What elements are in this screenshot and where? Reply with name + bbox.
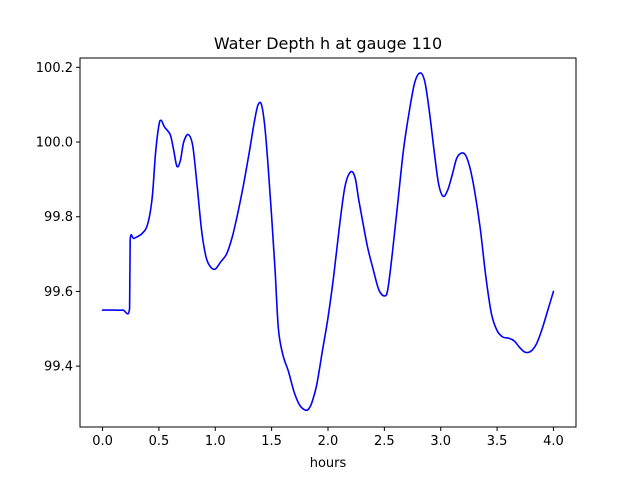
x-tick-label: 0.5	[149, 434, 170, 449]
y-tick-label: 99.8	[44, 210, 73, 225]
x-tick-label: 1.0	[205, 434, 226, 449]
x-tick-label: 0.0	[92, 434, 113, 449]
x-tick-label: 2.5	[374, 434, 395, 449]
x-axis-ticks: 0.0 0.5 1.0 1.5 2.0 2.5 3.0 3.5 4.0	[92, 427, 564, 449]
x-tick-label: 3.0	[430, 434, 451, 449]
x-tick-label: 3.5	[487, 434, 508, 449]
y-tick-label: 100.2	[36, 61, 73, 76]
series-line-0	[101, 72, 555, 412]
chart-title: Water Depth h at gauge 110	[214, 34, 442, 53]
x-tick-label: 2.0	[318, 434, 339, 449]
y-tick-label: 99.4	[44, 360, 73, 375]
x-tick-label: 4.0	[543, 434, 564, 449]
series-group	[101, 72, 555, 412]
y-axis-ticks: 99.4 99.6 99.8 100.0 100.2	[36, 61, 80, 375]
x-axis-label: hours	[310, 456, 347, 471]
plot-frame	[79, 57, 577, 428]
y-tick-label: 100.0	[36, 136, 73, 151]
y-tick-label: 99.6	[44, 285, 73, 300]
x-tick-label: 1.5	[261, 434, 282, 449]
